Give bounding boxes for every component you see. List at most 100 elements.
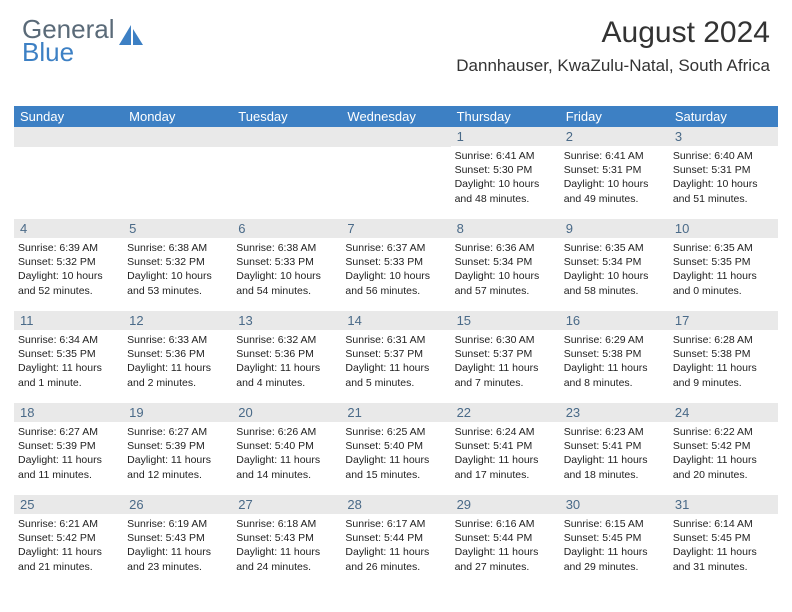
calendar-day-cell: 10Sunrise: 6:35 AMSunset: 5:35 PMDayligh…: [669, 219, 778, 311]
day-details: Sunrise: 6:39 AMSunset: 5:32 PMDaylight:…: [14, 238, 123, 302]
day-number: 9: [560, 219, 669, 238]
calendar-day-cell: 15Sunrise: 6:30 AMSunset: 5:37 PMDayligh…: [451, 311, 560, 403]
day-number: 11: [14, 311, 123, 330]
day-details: Sunrise: 6:29 AMSunset: 5:38 PMDaylight:…: [560, 330, 669, 394]
day-number: 8: [451, 219, 560, 238]
calendar-day-cell: 31Sunrise: 6:14 AMSunset: 5:45 PMDayligh…: [669, 495, 778, 587]
day-details: Sunrise: 6:19 AMSunset: 5:43 PMDaylight:…: [123, 514, 232, 578]
day-details: Sunrise: 6:18 AMSunset: 5:43 PMDaylight:…: [232, 514, 341, 578]
day-details: Sunrise: 6:35 AMSunset: 5:35 PMDaylight:…: [669, 238, 778, 302]
calendar-day-cell: 7Sunrise: 6:37 AMSunset: 5:33 PMDaylight…: [341, 219, 450, 311]
day-number: 16: [560, 311, 669, 330]
day-number: 31: [669, 495, 778, 514]
day-number: [232, 127, 341, 147]
calendar-day-cell: 16Sunrise: 6:29 AMSunset: 5:38 PMDayligh…: [560, 311, 669, 403]
day-details: Sunrise: 6:16 AMSunset: 5:44 PMDaylight:…: [451, 514, 560, 578]
brand-logo: General Blue: [22, 18, 145, 65]
day-details: Sunrise: 6:33 AMSunset: 5:36 PMDaylight:…: [123, 330, 232, 394]
day-details: Sunrise: 6:27 AMSunset: 5:39 PMDaylight:…: [14, 422, 123, 486]
day-number: 15: [451, 311, 560, 330]
brand-text: General Blue: [22, 18, 115, 65]
day-number: 17: [669, 311, 778, 330]
month-title: August 2024: [456, 16, 770, 50]
calendar-day-cell: 24Sunrise: 6:22 AMSunset: 5:42 PMDayligh…: [669, 403, 778, 495]
calendar-day-cell: 22Sunrise: 6:24 AMSunset: 5:41 PMDayligh…: [451, 403, 560, 495]
day-number: 20: [232, 403, 341, 422]
calendar-day-cell: 21Sunrise: 6:25 AMSunset: 5:40 PMDayligh…: [341, 403, 450, 495]
calendar-day-cell: 13Sunrise: 6:32 AMSunset: 5:36 PMDayligh…: [232, 311, 341, 403]
day-number: 19: [123, 403, 232, 422]
calendar-day-cell: 5Sunrise: 6:38 AMSunset: 5:32 PMDaylight…: [123, 219, 232, 311]
day-details: Sunrise: 6:26 AMSunset: 5:40 PMDaylight:…: [232, 422, 341, 486]
calendar-week-row: 4Sunrise: 6:39 AMSunset: 5:32 PMDaylight…: [14, 219, 778, 311]
day-details: Sunrise: 6:36 AMSunset: 5:34 PMDaylight:…: [451, 238, 560, 302]
day-details: Sunrise: 6:27 AMSunset: 5:39 PMDaylight:…: [123, 422, 232, 486]
day-details: Sunrise: 6:34 AMSunset: 5:35 PMDaylight:…: [14, 330, 123, 394]
calendar-day-cell: 25Sunrise: 6:21 AMSunset: 5:42 PMDayligh…: [14, 495, 123, 587]
calendar-day-cell: [232, 127, 341, 219]
sail-icon: [117, 23, 145, 52]
weekday-header: Saturday: [669, 106, 778, 127]
day-number: 18: [14, 403, 123, 422]
calendar-header-row: SundayMondayTuesdayWednesdayThursdayFrid…: [14, 106, 778, 127]
day-details: Sunrise: 6:30 AMSunset: 5:37 PMDaylight:…: [451, 330, 560, 394]
day-number: 27: [232, 495, 341, 514]
calendar-day-cell: 9Sunrise: 6:35 AMSunset: 5:34 PMDaylight…: [560, 219, 669, 311]
day-number: [341, 127, 450, 147]
day-number: 5: [123, 219, 232, 238]
day-number: 14: [341, 311, 450, 330]
day-number: 29: [451, 495, 560, 514]
day-details: Sunrise: 6:15 AMSunset: 5:45 PMDaylight:…: [560, 514, 669, 578]
calendar-week-row: 1Sunrise: 6:41 AMSunset: 5:30 PMDaylight…: [14, 127, 778, 219]
day-details: Sunrise: 6:41 AMSunset: 5:30 PMDaylight:…: [451, 146, 560, 210]
calendar-day-cell: 18Sunrise: 6:27 AMSunset: 5:39 PMDayligh…: [14, 403, 123, 495]
day-number: [14, 127, 123, 147]
calendar-body: 1Sunrise: 6:41 AMSunset: 5:30 PMDaylight…: [14, 127, 778, 587]
day-number: 4: [14, 219, 123, 238]
weekday-header: Tuesday: [232, 106, 341, 127]
day-details: Sunrise: 6:23 AMSunset: 5:41 PMDaylight:…: [560, 422, 669, 486]
day-details: Sunrise: 6:37 AMSunset: 5:33 PMDaylight:…: [341, 238, 450, 302]
day-number: 1: [451, 127, 560, 146]
calendar-day-cell: 11Sunrise: 6:34 AMSunset: 5:35 PMDayligh…: [14, 311, 123, 403]
day-number: [123, 127, 232, 147]
day-details: Sunrise: 6:41 AMSunset: 5:31 PMDaylight:…: [560, 146, 669, 210]
day-number: 12: [123, 311, 232, 330]
calendar-day-cell: 26Sunrise: 6:19 AMSunset: 5:43 PMDayligh…: [123, 495, 232, 587]
location-subtitle: Dannhauser, KwaZulu-Natal, South Africa: [456, 56, 770, 76]
day-number: 2: [560, 127, 669, 146]
calendar-day-cell: 12Sunrise: 6:33 AMSunset: 5:36 PMDayligh…: [123, 311, 232, 403]
calendar-day-cell: [341, 127, 450, 219]
day-number: 28: [341, 495, 450, 514]
calendar-week-row: 25Sunrise: 6:21 AMSunset: 5:42 PMDayligh…: [14, 495, 778, 587]
day-number: 24: [669, 403, 778, 422]
calendar-day-cell: 17Sunrise: 6:28 AMSunset: 5:38 PMDayligh…: [669, 311, 778, 403]
day-details: Sunrise: 6:24 AMSunset: 5:41 PMDaylight:…: [451, 422, 560, 486]
weekday-header: Monday: [123, 106, 232, 127]
day-number: 21: [341, 403, 450, 422]
calendar-day-cell: 28Sunrise: 6:17 AMSunset: 5:44 PMDayligh…: [341, 495, 450, 587]
day-number: 13: [232, 311, 341, 330]
day-number: 30: [560, 495, 669, 514]
calendar-week-row: 11Sunrise: 6:34 AMSunset: 5:35 PMDayligh…: [14, 311, 778, 403]
calendar-day-cell: 23Sunrise: 6:23 AMSunset: 5:41 PMDayligh…: [560, 403, 669, 495]
calendar-day-cell: [123, 127, 232, 219]
day-details: Sunrise: 6:38 AMSunset: 5:33 PMDaylight:…: [232, 238, 341, 302]
calendar-day-cell: 2Sunrise: 6:41 AMSunset: 5:31 PMDaylight…: [560, 127, 669, 219]
calendar-day-cell: 30Sunrise: 6:15 AMSunset: 5:45 PMDayligh…: [560, 495, 669, 587]
day-number: 23: [560, 403, 669, 422]
calendar-day-cell: 20Sunrise: 6:26 AMSunset: 5:40 PMDayligh…: [232, 403, 341, 495]
calendar-day-cell: [14, 127, 123, 219]
day-details: Sunrise: 6:32 AMSunset: 5:36 PMDaylight:…: [232, 330, 341, 394]
calendar-day-cell: 19Sunrise: 6:27 AMSunset: 5:39 PMDayligh…: [123, 403, 232, 495]
day-number: 6: [232, 219, 341, 238]
day-details: Sunrise: 6:38 AMSunset: 5:32 PMDaylight:…: [123, 238, 232, 302]
calendar-day-cell: 3Sunrise: 6:40 AMSunset: 5:31 PMDaylight…: [669, 127, 778, 219]
day-number: 3: [669, 127, 778, 146]
day-details: Sunrise: 6:25 AMSunset: 5:40 PMDaylight:…: [341, 422, 450, 486]
calendar-day-cell: 29Sunrise: 6:16 AMSunset: 5:44 PMDayligh…: [451, 495, 560, 587]
day-details: Sunrise: 6:28 AMSunset: 5:38 PMDaylight:…: [669, 330, 778, 394]
day-details: Sunrise: 6:22 AMSunset: 5:42 PMDaylight:…: [669, 422, 778, 486]
calendar-day-cell: 8Sunrise: 6:36 AMSunset: 5:34 PMDaylight…: [451, 219, 560, 311]
calendar-day-cell: 4Sunrise: 6:39 AMSunset: 5:32 PMDaylight…: [14, 219, 123, 311]
